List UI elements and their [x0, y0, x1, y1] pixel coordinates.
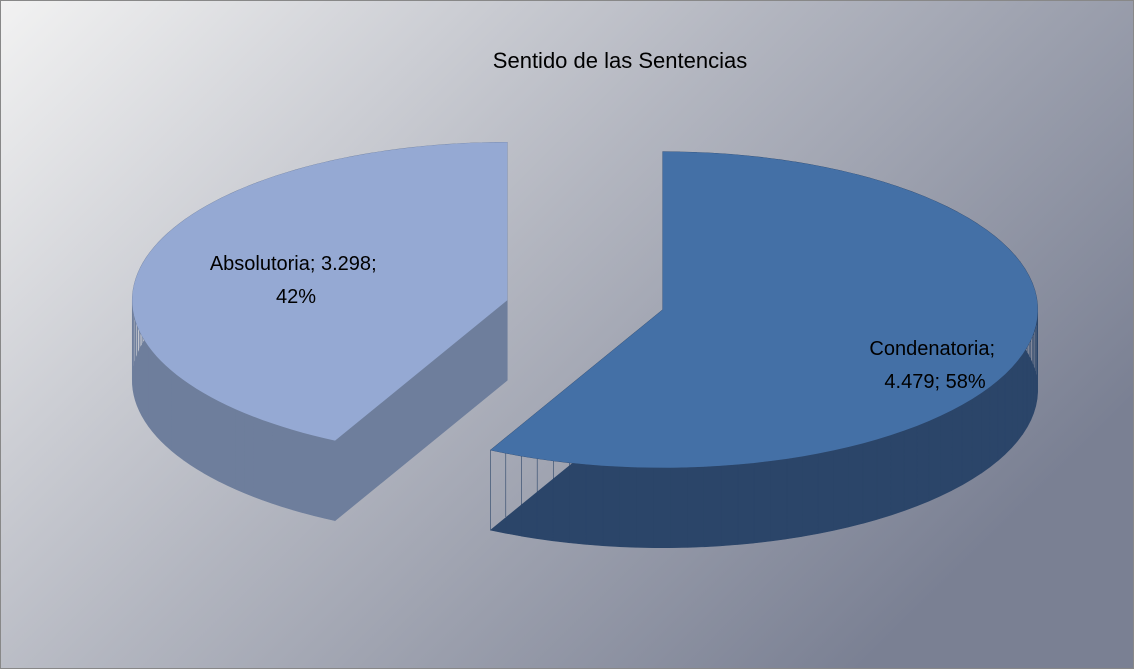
data-label-part: ;: [310, 253, 321, 275]
data-labels: Condenatoria; 4.479; 58% Absolutoria; 3.2…: [210, 253, 1001, 393]
data-label-part: 42%: [276, 286, 316, 308]
data-label: Absolutoria; 3.298; 42%: [210, 253, 382, 308]
data-label-part: Condenatoria: [869, 338, 990, 360]
data-label-part: Absolutoria: [210, 253, 311, 275]
data-label-part: ;: [371, 253, 382, 275]
data-label-part: ;: [989, 338, 1000, 360]
slice: [490, 151, 1038, 468]
slice: [132, 142, 508, 441]
chart-title: Sentido de las Sentencias: [493, 48, 747, 73]
data-label-part: 3.298: [321, 253, 371, 275]
data-label-part: 4.479: [884, 371, 934, 393]
data-label-part: 58%: [946, 371, 986, 393]
data-label-part: ;: [934, 371, 945, 393]
data-label: Condenatoria; 4.479; 58%: [869, 338, 1000, 393]
pie: [131, 141, 1039, 548]
